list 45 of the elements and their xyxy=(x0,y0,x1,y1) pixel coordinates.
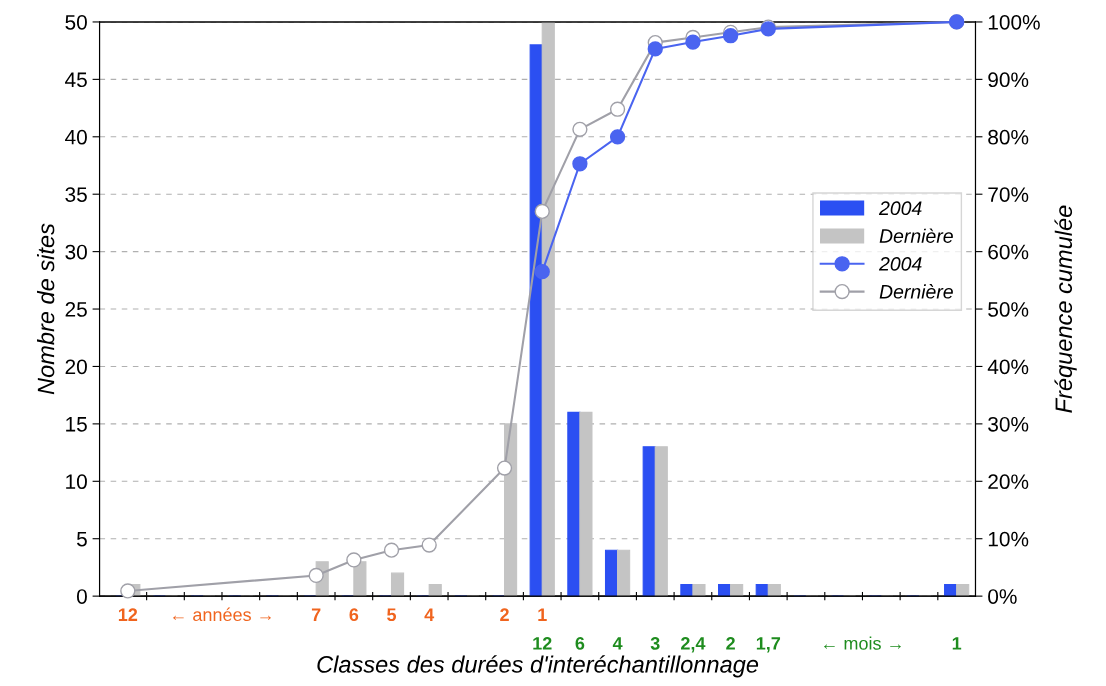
x-tick-label: 2 xyxy=(500,608,509,621)
x-tick-label: 4 xyxy=(612,637,623,650)
y-tick-label: 10 xyxy=(66,474,87,490)
y-tick-label: 30 xyxy=(65,244,87,260)
x-tick-label: 1,7 xyxy=(756,637,781,653)
y2-tick-label: 20% xyxy=(988,474,1029,490)
y-tick-label: 5 xyxy=(76,531,87,547)
y2-tick-label: 50% xyxy=(988,302,1029,317)
x-tick-label: 5 xyxy=(387,608,397,622)
x-tick-label: 12 xyxy=(118,608,138,621)
x-tick-label: 1 12 xyxy=(533,608,552,650)
x-axis-title: Classes des durées d'interéchantillonnage xyxy=(317,655,759,678)
x-tick-label: 2,4 xyxy=(681,637,706,653)
x-tick-label: 3 xyxy=(650,637,660,650)
legend-label: 2004 xyxy=(878,257,922,271)
x-tick-label: 2 xyxy=(726,637,735,650)
y-tick-label: 40 xyxy=(65,129,87,145)
y2-axis-title: Fréquence cumulée xyxy=(1054,205,1077,413)
x-tick-label: 6 xyxy=(349,608,359,622)
y-tick-label: 15 xyxy=(66,417,87,432)
text: ← années → xyxy=(172,607,271,622)
legend-label: Dernière xyxy=(879,284,953,299)
x-tick-label: 7 xyxy=(311,608,321,621)
y2-tick-label: 100% xyxy=(988,14,1040,30)
y2-tick-label: 10% xyxy=(988,531,1029,547)
y2-tick-label: 40% xyxy=(987,359,1029,375)
x-tick-label: 4 xyxy=(424,608,435,621)
y2-tick-label: 80% xyxy=(988,129,1029,145)
y-axis-title: Nombre de sites xyxy=(37,223,55,395)
y2-tick-label: 90% xyxy=(988,72,1029,88)
x-tick-label: 6 xyxy=(575,637,585,650)
y2-tick-label: 0% xyxy=(988,589,1017,604)
y2-tick-label: 30% xyxy=(988,416,1029,432)
text: ← mois → xyxy=(824,636,901,650)
x-tick-label: 1 xyxy=(952,637,962,650)
y-tick-label: 25 xyxy=(65,302,87,317)
legend-label: 2004 xyxy=(878,201,922,216)
y-tick-label: 20 xyxy=(65,359,87,375)
y-tick-label: 45 xyxy=(65,72,87,88)
legend-label: Dernière xyxy=(879,228,953,243)
y-tick-label: 35 xyxy=(65,187,87,202)
y-tick-label: 50 xyxy=(65,14,87,30)
y2-tick-label: 70% xyxy=(988,187,1029,202)
y2-tick-label: 60% xyxy=(988,244,1029,260)
y-tick-label: 0 xyxy=(76,589,87,604)
